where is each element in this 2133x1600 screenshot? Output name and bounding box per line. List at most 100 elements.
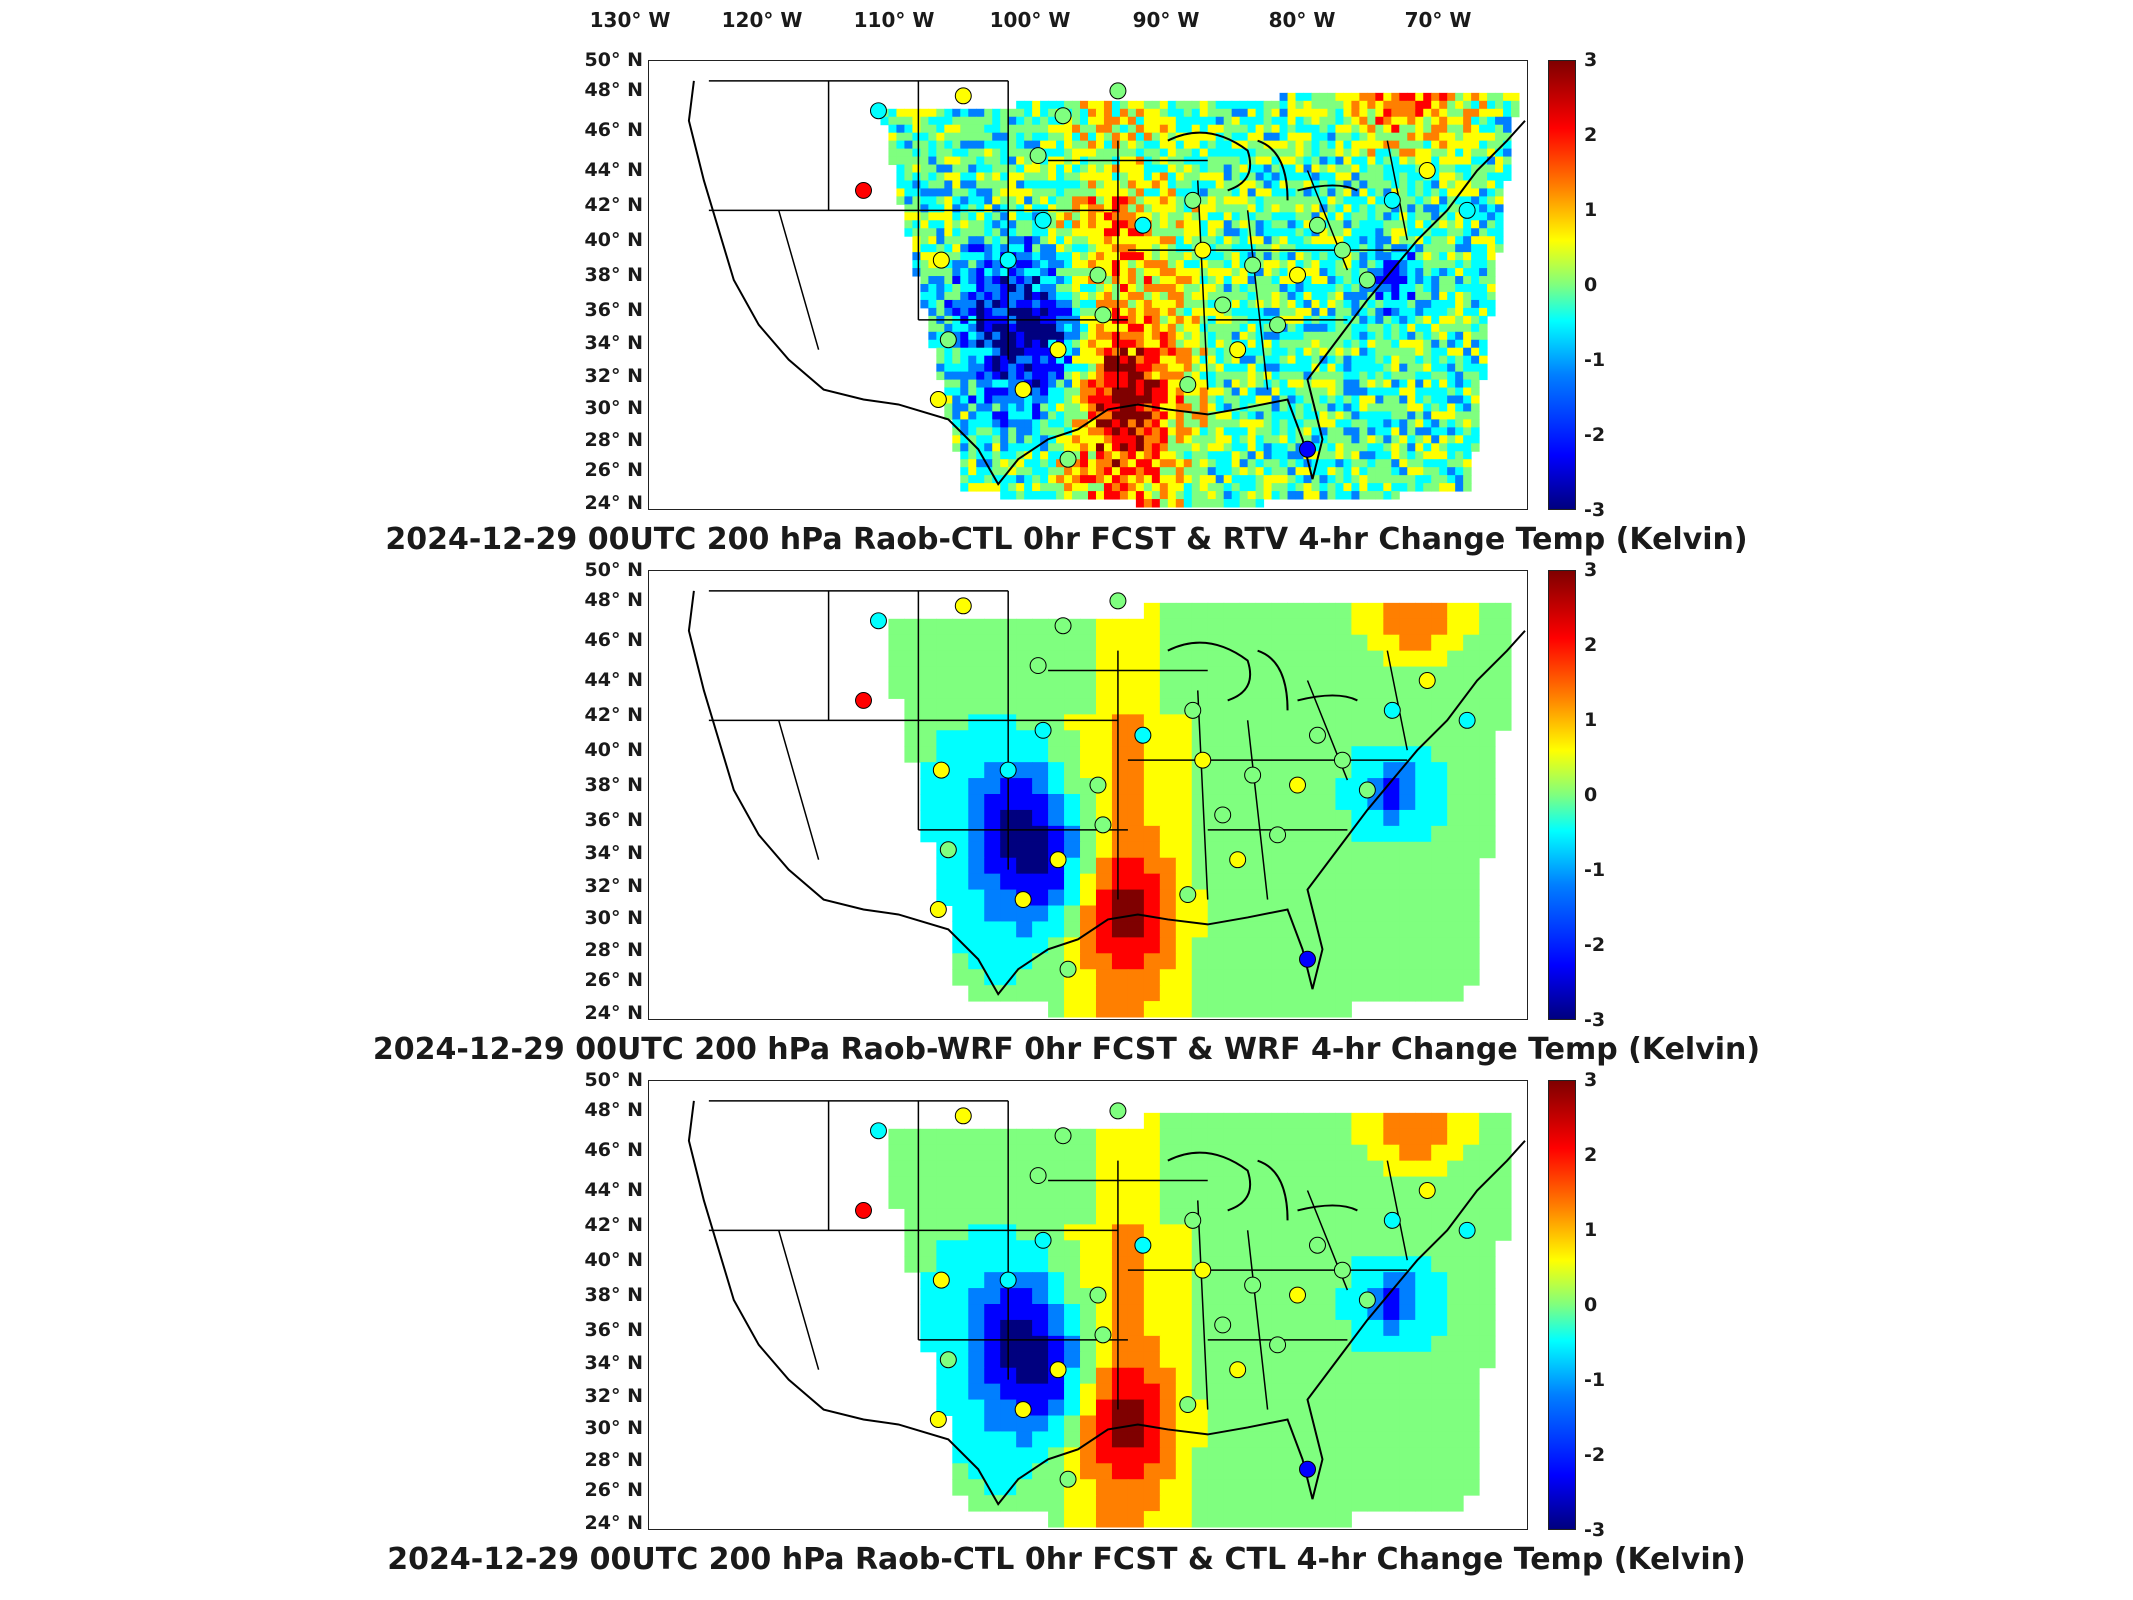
latitude-label: 44° N — [584, 159, 643, 181]
longitude-label: 70° W — [1404, 8, 1472, 32]
raob-station-marker — [1269, 316, 1287, 334]
raob-station-marker — [1333, 241, 1351, 259]
latitude-label: 30° N — [584, 907, 643, 929]
colorbar-tick-label: 1 — [1584, 1219, 1598, 1241]
raob-station-marker — [1269, 826, 1287, 844]
latitude-label: 30° N — [584, 397, 643, 419]
temperature-map — [648, 60, 1528, 510]
longitude-label: 90° W — [1132, 8, 1200, 32]
raob-station-marker — [1358, 1291, 1376, 1309]
raob-station-marker — [932, 1271, 950, 1289]
raob-station-marker — [1054, 1127, 1072, 1145]
latitude-label: 26° N — [584, 459, 643, 481]
latitude-label: 46° N — [584, 1139, 643, 1161]
latitude-label: 42° N — [584, 1214, 643, 1236]
latitude-label: 44° N — [584, 669, 643, 691]
latitude-label: 28° N — [584, 429, 643, 451]
coastline — [687, 1100, 1526, 1506]
raob-station-marker — [1134, 216, 1152, 234]
longitude-label: 110° W — [853, 8, 935, 32]
panel-title: 2024-12-29 00UTC 200 hPa Raob-CTL 0hr FC… — [385, 522, 1748, 557]
raob-station-marker — [1244, 766, 1262, 784]
raob-station-marker — [1308, 726, 1326, 744]
latitude-label: 40° N — [584, 229, 643, 251]
colorbar — [1548, 60, 1576, 510]
raob-station-marker — [939, 1351, 957, 1369]
latitude-label: 28° N — [584, 939, 643, 961]
latitude-label: 42° N — [584, 194, 643, 216]
panel-title: 2024-12-29 00UTC 200 hPa Raob-WRF 0hr FC… — [372, 1032, 1761, 1067]
panel-title: 2024-12-29 00UTC 200 hPa Raob-CTL 0hr FC… — [387, 1542, 1746, 1577]
raob-station-marker — [1094, 306, 1112, 324]
colorbar-tick-label: -2 — [1584, 1444, 1606, 1466]
raob-station-marker — [855, 1201, 872, 1219]
colorbar-tick-label: 3 — [1584, 559, 1598, 581]
latitude-label: 34° N — [584, 842, 643, 864]
latitude-label: 48° N — [584, 1099, 643, 1121]
raob-station-marker — [1054, 107, 1072, 125]
raob-station-marker — [1229, 851, 1247, 869]
raob-station-marker — [954, 1107, 972, 1125]
raob-station-marker — [1418, 672, 1436, 689]
raob-station-marker — [1214, 806, 1232, 824]
latitude-label: 40° N — [584, 739, 643, 761]
raob-station-marker — [932, 761, 950, 779]
raob-station-marker — [954, 597, 972, 615]
latitude-label: 32° N — [584, 365, 643, 387]
longitude-label: 130° W — [589, 8, 671, 32]
temperature-field — [888, 1112, 1512, 1528]
latitude-label: 32° N — [584, 875, 643, 897]
temperature-map — [648, 570, 1528, 1020]
raob-station-marker — [1179, 1396, 1197, 1414]
colorbar-tick-label: 0 — [1584, 274, 1598, 296]
raob-station-marker — [1358, 781, 1376, 799]
colorbar-tick-label: -3 — [1584, 1009, 1606, 1031]
raob-station-marker — [999, 761, 1017, 779]
latitude-label: 36° N — [584, 1319, 643, 1341]
raob-station-marker — [1029, 657, 1047, 675]
raob-station-marker — [1049, 1361, 1067, 1379]
raob-station-marker — [1094, 1326, 1112, 1344]
colorbar — [1548, 1080, 1576, 1530]
latitude-label: 44° N — [584, 1179, 643, 1201]
colorbar-tick-label: 1 — [1584, 709, 1598, 731]
raob-station-marker — [855, 691, 872, 709]
raob-station-marker — [1134, 1236, 1152, 1254]
raob-station-marker — [1244, 256, 1262, 274]
raob-station-marker — [1089, 266, 1107, 284]
latitude-label: 48° N — [584, 589, 643, 611]
raob-station-marker — [1383, 191, 1401, 209]
raob-station-marker — [1333, 751, 1351, 769]
raob-station-marker — [932, 251, 950, 269]
colorbar-tick-label: 2 — [1584, 124, 1598, 146]
raob-station-marker — [1194, 241, 1212, 259]
raob-station-marker — [1184, 701, 1202, 719]
raob-station-marker — [999, 1271, 1017, 1289]
coastline — [687, 80, 1526, 486]
raob-station-marker — [1214, 1316, 1232, 1334]
longitude-label: 80° W — [1268, 8, 1336, 32]
raob-station-marker — [1299, 950, 1316, 968]
latitude-label: 38° N — [584, 264, 643, 286]
raob-station-marker — [1299, 1460, 1316, 1478]
raob-station-marker — [869, 612, 887, 630]
raob-station-marker — [1179, 376, 1197, 394]
latitude-label: 46° N — [584, 629, 643, 651]
raob-station-marker — [1289, 266, 1307, 284]
great-lakes — [1167, 131, 1358, 201]
raob-station-marker — [1049, 851, 1067, 869]
raob-station-marker — [1289, 1286, 1307, 1304]
raob-station-marker — [1214, 296, 1232, 314]
longitude-label: 100° W — [989, 8, 1071, 32]
raob-station-marker — [1034, 1231, 1052, 1249]
raob-station-marker — [1179, 886, 1197, 904]
raob-station-marker — [1029, 147, 1047, 165]
latitude-label: 24° N — [584, 1002, 643, 1024]
great-lakes — [1167, 641, 1358, 711]
colorbar-tick-label: -2 — [1584, 934, 1606, 956]
latitude-label: 50° N — [584, 1069, 643, 1091]
raob-station-marker — [1458, 201, 1476, 219]
colorbar-tick-label: 0 — [1584, 1294, 1598, 1316]
temperature-map — [648, 1080, 1528, 1530]
raob-station-marker — [1034, 211, 1052, 229]
